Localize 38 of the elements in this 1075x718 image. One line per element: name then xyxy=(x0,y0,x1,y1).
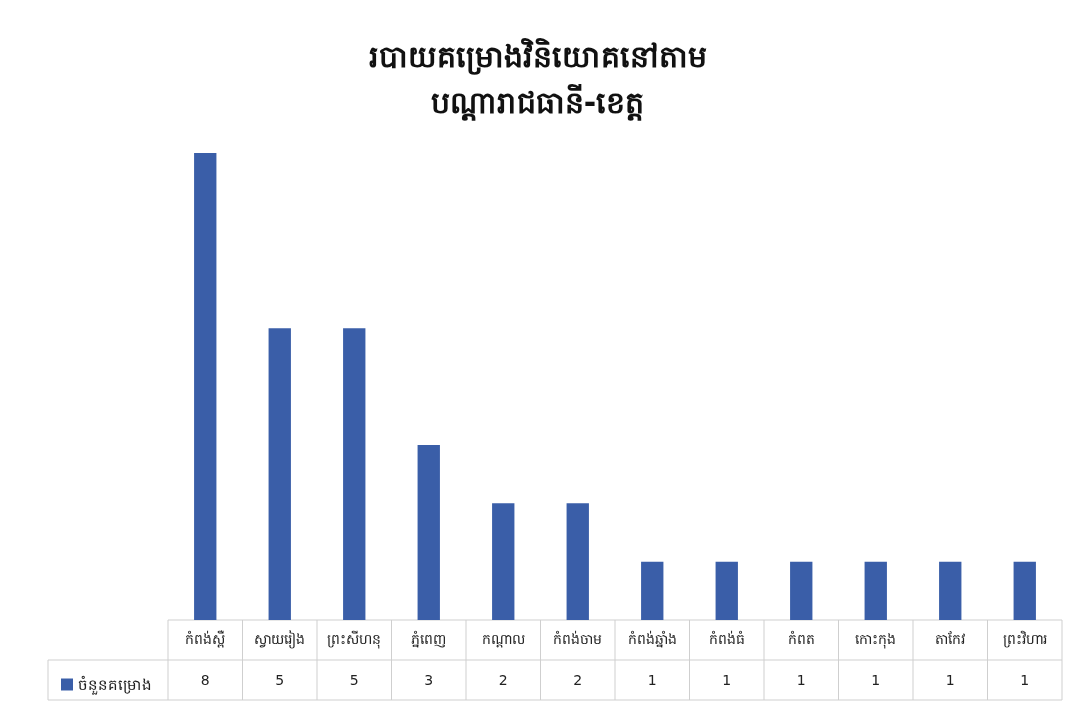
x-tick-label: កំពង់ស្ពឺ xyxy=(185,630,226,648)
bar xyxy=(566,503,589,620)
bar xyxy=(1013,561,1036,620)
data-label: 1 xyxy=(722,672,732,688)
x-tick-label: កំពង់ចាម xyxy=(553,630,603,647)
data-label: 1 xyxy=(871,672,881,688)
x-tick-label: កំពង់ធំ xyxy=(708,630,745,647)
bar xyxy=(268,328,291,620)
x-tick-label: ព្រះវិហារ xyxy=(1002,630,1047,648)
bar xyxy=(864,561,887,620)
bar xyxy=(343,328,366,620)
data-label: 8 xyxy=(200,672,210,688)
bar xyxy=(492,503,515,620)
data-label: 2 xyxy=(573,672,583,688)
bar xyxy=(790,561,813,620)
x-tick-label: ភ្នំពេញ xyxy=(411,630,447,648)
x-tick-label: តាកែវ xyxy=(935,631,967,647)
data-label: 3 xyxy=(424,672,434,688)
bar xyxy=(939,561,962,620)
data-label: 1 xyxy=(1020,672,1030,688)
legend-label: ចំនួនគម្រោង xyxy=(78,674,152,695)
x-tick-label: កំពង់ឆ្នាំង xyxy=(627,630,677,648)
bar xyxy=(715,561,738,620)
x-tick-label: កោះកុង xyxy=(855,631,897,649)
data-label: 5 xyxy=(275,672,285,688)
data-label: 2 xyxy=(498,672,508,688)
x-tick-label: កំពត xyxy=(787,630,815,647)
bar xyxy=(417,444,440,620)
data-label: 1 xyxy=(647,672,657,688)
data-label: 1 xyxy=(945,672,955,688)
x-tick-label: ស្វាយរៀង xyxy=(254,630,306,649)
x-tick-label: ព្រះសីហនុ xyxy=(327,630,382,649)
data-label: 1 xyxy=(796,672,806,688)
x-tick-label: កណ្ដាល xyxy=(481,631,525,648)
data-label: 5 xyxy=(349,672,359,688)
bar xyxy=(641,561,664,620)
chart-title: របាយគម្រោងវិនិយោគនៅតាម បណ្ដារាជធានី-ខេត្ត xyxy=(368,36,707,121)
bar xyxy=(194,153,217,620)
